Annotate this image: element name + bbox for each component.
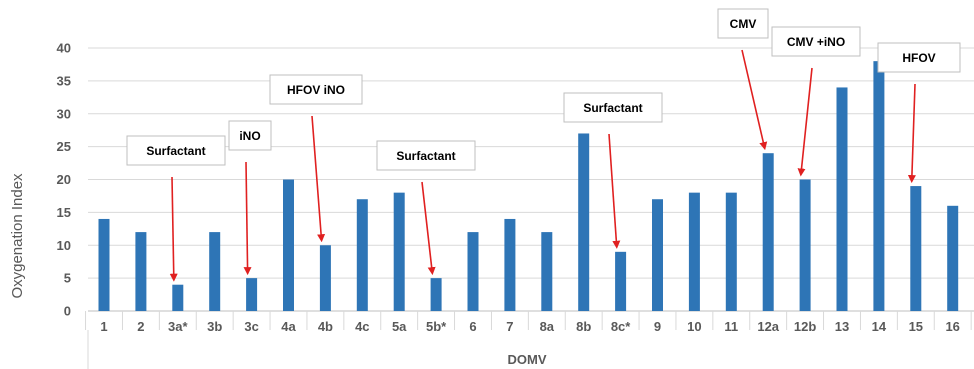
x-tick-label: 10 — [687, 319, 701, 334]
annotation-label: iNO — [239, 129, 260, 143]
bar-12a — [762, 153, 774, 311]
x-tick-label: 8b — [576, 319, 591, 334]
bar-13 — [836, 87, 848, 311]
annotation-box — [771, 26, 861, 57]
y-axis-title: Oxygenation Index — [9, 173, 26, 299]
bar-8a — [541, 232, 553, 311]
x-tick-label: 12a — [757, 319, 779, 334]
annotation-label: Surfactant — [583, 101, 642, 115]
x-tick-label: 5b* — [426, 319, 447, 334]
annotation-box — [269, 74, 363, 105]
bar-10 — [688, 192, 700, 311]
annotation-arrow — [907, 83, 916, 184]
y-tick-label: 20 — [57, 172, 71, 187]
annotation-box — [126, 135, 226, 166]
bar-16 — [947, 205, 959, 311]
y-tick-label: 15 — [57, 205, 71, 220]
bar-12b — [799, 179, 811, 311]
annotation-box — [376, 140, 476, 171]
x-tick-label: 8a — [540, 319, 555, 334]
x-tick-label: 4b — [318, 319, 333, 334]
y-tick-label: 30 — [57, 106, 71, 121]
annotation-label: CMV — [730, 17, 757, 31]
y-tick-label: 25 — [57, 139, 71, 154]
annotation-box — [877, 42, 961, 73]
x-tick-label: 8c* — [611, 319, 631, 334]
x-tick-label: 4a — [281, 319, 296, 334]
x-tick-label: 4c — [355, 319, 369, 334]
bar-9 — [652, 199, 663, 311]
bar-3b — [209, 232, 221, 311]
bars — [98, 61, 959, 312]
annotation-label: HFOV — [902, 51, 935, 65]
y-tick-label: 35 — [57, 73, 71, 88]
annotation-arrow — [169, 176, 178, 282]
bar-8c* — [615, 251, 627, 311]
y-tick-label: 5 — [64, 271, 71, 286]
bar-2 — [135, 232, 147, 311]
bar-15 — [910, 186, 922, 311]
annotation-arrow — [311, 115, 326, 243]
bar-6 — [467, 232, 479, 311]
annotation-box — [228, 120, 272, 151]
annotation-arrow — [797, 67, 813, 177]
x-tick-label: 2 — [137, 319, 144, 334]
annotation-arrow — [741, 49, 768, 151]
x-tick-label: 3b — [207, 319, 222, 334]
annotation-label: Surfactant — [146, 144, 205, 158]
bar-14 — [873, 61, 885, 312]
y-tick-label: 0 — [64, 304, 71, 319]
annotation-arrow — [608, 133, 621, 249]
annotation-label: Surfactant — [396, 149, 455, 163]
bar-3c — [246, 278, 258, 311]
x-tick-label: 1 — [100, 319, 107, 334]
annotation-arrow — [421, 181, 436, 276]
x-tick-label: 14 — [872, 319, 887, 334]
x-axis-title: DOMV — [508, 352, 547, 367]
y-axis-ticks: 0 5 10 15 20 25 30 35 40 — [57, 41, 71, 319]
x-tick-label: 7 — [506, 319, 513, 334]
x-tick-label: 15 — [909, 319, 923, 334]
x-tick-label: 12b — [794, 319, 816, 334]
x-tick-label: 11 — [724, 319, 738, 334]
y-tick-label: 40 — [57, 41, 71, 56]
annotation-arrow — [243, 161, 252, 276]
x-tick-label: 9 — [654, 319, 661, 334]
bar-7 — [504, 218, 516, 311]
annotation-box — [717, 8, 769, 39]
bar-5b* — [430, 278, 442, 311]
x-tick-label: 16 — [945, 319, 959, 334]
bar-3a* — [172, 284, 184, 311]
bar-4b — [319, 245, 331, 311]
bar-1 — [98, 218, 110, 311]
x-tick-label: 13 — [835, 319, 849, 334]
x-tick-label: 3a* — [168, 319, 188, 334]
x-tick-label: 6 — [469, 319, 476, 334]
y-tick-label: 10 — [57, 238, 71, 253]
annotations: Surfactant iNO HFOV iNO Surfactant Surfactan… — [126, 8, 961, 282]
annotation-box — [563, 92, 663, 123]
annotation-label: HFOV iNO — [287, 83, 345, 97]
x-tick-label: 3c — [244, 319, 258, 334]
annotation-label: CMV +iNO — [787, 35, 845, 49]
bar-4a — [283, 179, 294, 311]
bar-8b — [578, 133, 590, 311]
bar-11 — [725, 192, 737, 311]
x-axis-ticks: 1 2 3a* 3b 3c 4a 4b 4c 5a 5b* 6 7 8a 8b 8c* 9 10 11 12a 12b… — [100, 319, 960, 334]
bar-4c — [356, 199, 368, 311]
x-tick-label: 5a — [392, 319, 407, 334]
bar-5a — [393, 192, 405, 311]
